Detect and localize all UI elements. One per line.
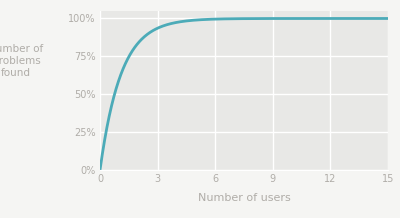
Text: Number of
problems
found: Number of problems found <box>0 44 44 78</box>
X-axis label: Number of users: Number of users <box>198 192 290 203</box>
